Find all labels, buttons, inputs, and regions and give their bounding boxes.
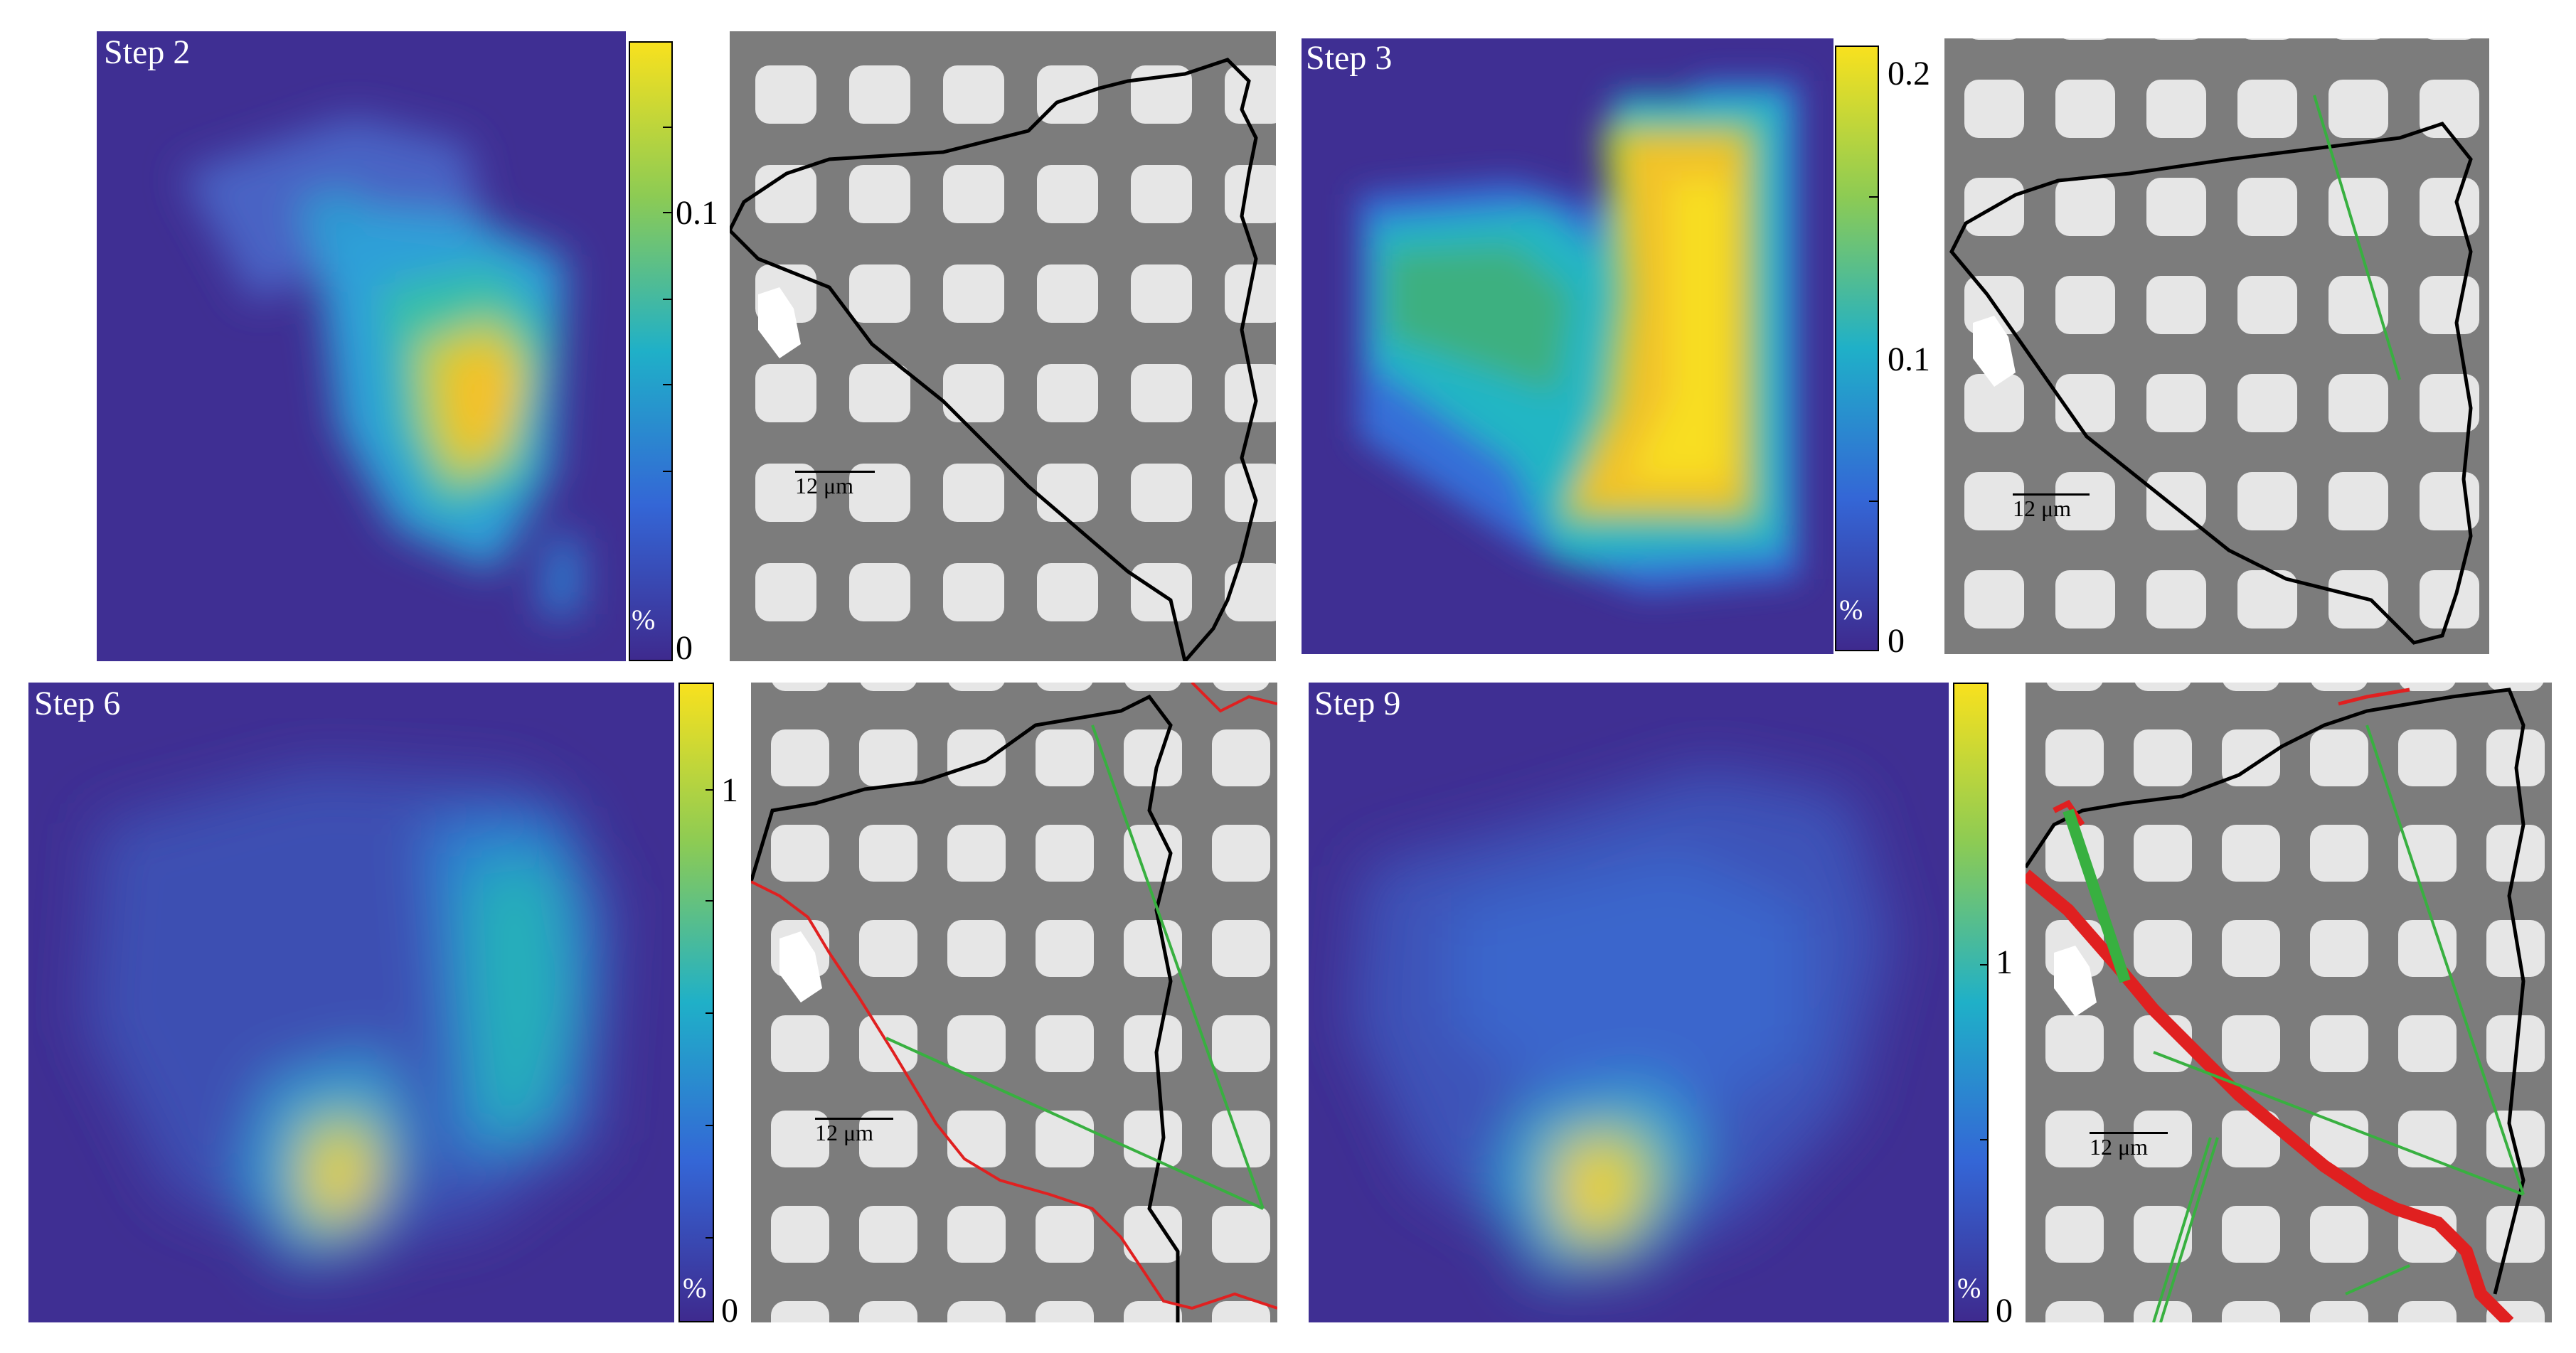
scale-bar-label: 12 μm	[795, 471, 875, 497]
colorbar-tick-label: 0.2	[1888, 55, 1930, 92]
step-label: Step 2	[104, 33, 191, 71]
colorbar-tick-label: 1	[1996, 943, 2013, 981]
colorbar-tick-label: 0.1	[676, 194, 718, 232]
colorbar-unit-label: %	[683, 1272, 707, 1304]
colorbar-tick-label: 0.1	[1888, 341, 1930, 378]
step-label: Step 6	[34, 685, 121, 722]
step-label: Step 9	[1314, 685, 1401, 722]
scale-bar-label: 12 μm	[2090, 1132, 2168, 1158]
heatmap-step-3	[1302, 38, 1833, 654]
step-label: Step 3	[1306, 39, 1393, 77]
scale-bar-label: 12 μm	[815, 1118, 893, 1144]
sem-image-step-6: 12 μm	[751, 683, 1277, 1322]
colorbar-unit-label: %	[1839, 594, 1863, 626]
colorbar	[1953, 683, 1989, 1322]
colorbar	[678, 683, 714, 1322]
colorbar-unit-label: %	[632, 604, 656, 636]
sem-image-step-3: 12 μm	[1944, 38, 2489, 654]
heatmap-step-9	[1309, 683, 1949, 1322]
colorbar-tick-label: 0	[1996, 1292, 2013, 1330]
sem-image-step-9: 12 μm	[2026, 683, 2552, 1322]
scale-bar-label: 12 μm	[2013, 493, 2090, 520]
sem-image-step-2: 12 μm	[730, 31, 1276, 661]
colorbar-tick-label: 0	[1888, 622, 1905, 660]
heatmap-step-6	[28, 683, 674, 1322]
colorbar-unit-label: %	[1957, 1272, 1981, 1304]
colorbar-tick-label: 0	[721, 1292, 738, 1330]
colorbar	[1835, 46, 1879, 651]
colorbar-tick-label: 0	[676, 629, 693, 667]
heatmap-step-2	[97, 31, 626, 661]
colorbar-tick-label: 1	[721, 771, 738, 809]
colorbar	[629, 41, 673, 661]
